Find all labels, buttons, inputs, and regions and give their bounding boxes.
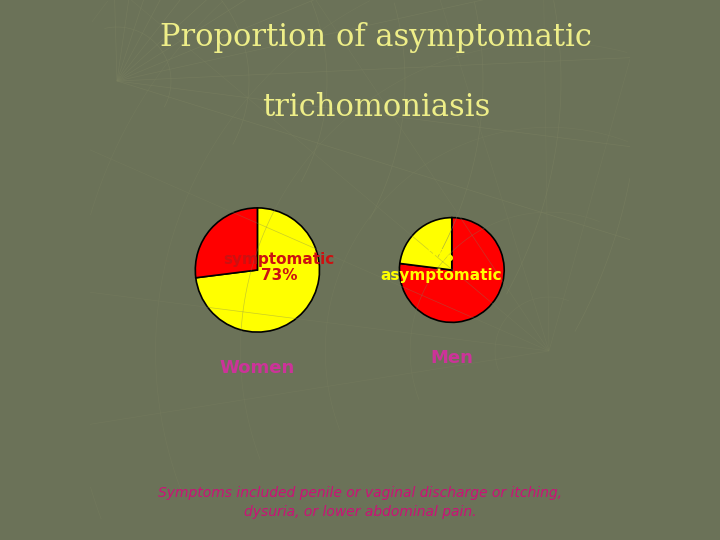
Text: trichomoniasis: trichomoniasis [262,92,490,123]
Text: Proportion of asymptomatic: Proportion of asymptomatic [161,22,592,52]
Text: symptomatic: symptomatic [223,252,335,267]
Wedge shape [400,218,452,270]
Text: Symptoms included penile or vaginal discharge or itching,: Symptoms included penile or vaginal disc… [158,486,562,500]
Wedge shape [195,208,258,278]
Wedge shape [196,208,320,332]
Text: asymptomatic: asymptomatic [380,268,502,283]
Text: Men: Men [431,349,473,367]
Text: 73%: 73% [261,268,297,283]
Wedge shape [400,218,504,322]
Text: 77%: 77% [418,249,454,264]
Text: dysuria, or lower abdominal pain.: dysuria, or lower abdominal pain. [244,505,476,519]
Text: Women: Women [220,359,295,377]
